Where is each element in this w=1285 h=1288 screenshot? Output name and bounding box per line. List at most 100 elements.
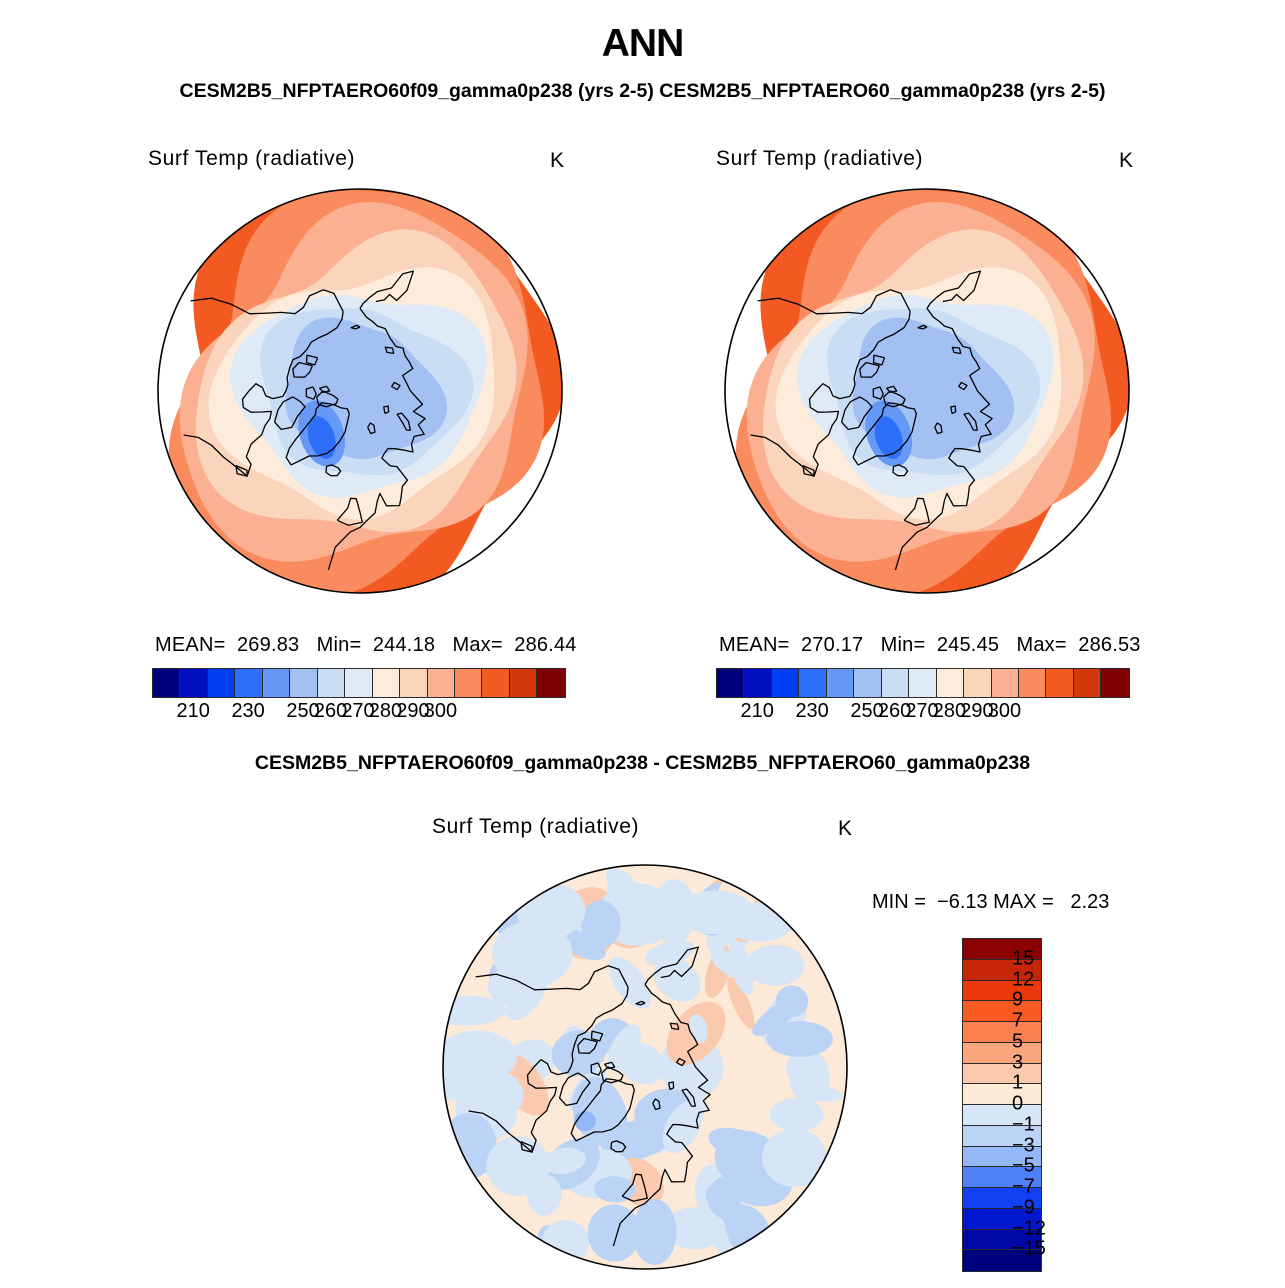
- coastline: [367, 422, 376, 435]
- panel-subtitle: CESM2B5_NFPTAERO60f09_gamma0p238 (yrs 2-…: [179, 80, 1106, 102]
- colorbar-cell: [963, 1084, 1041, 1105]
- colorbar-cell: [963, 1146, 1041, 1168]
- colorbar-tick-label: −7: [1012, 1175, 1035, 1198]
- colorbar-cell: [963, 1208, 1041, 1230]
- colorbar-cell: [345, 669, 373, 697]
- colorbar-tick-label: −1: [1012, 1113, 1035, 1136]
- colorbar-cell: [799, 669, 827, 697]
- colorbar-cell: [963, 1229, 1041, 1251]
- coastline: [604, 1061, 616, 1069]
- colorbar-cell: [744, 669, 772, 697]
- coastline: [903, 497, 930, 526]
- coastline: [612, 984, 711, 1247]
- coastline: [384, 346, 395, 355]
- coastline: [886, 385, 898, 393]
- colorbar-tick-label: 12: [1012, 968, 1035, 990]
- colorbar-cell: [963, 1063, 1041, 1085]
- colorbar-cell: [454, 669, 483, 697]
- polar-map-left: [155, 186, 565, 596]
- colorbar-tick-label: 260: [313, 700, 348, 722]
- diff-variable-label: Surf Temp (radiative): [432, 815, 640, 838]
- colorbar-tick-label: −9: [1012, 1196, 1035, 1219]
- colorbar-tick-label: −5: [1012, 1154, 1035, 1177]
- map-boundary-circle: [724, 188, 1130, 594]
- colorbar-cell: [963, 1188, 1041, 1209]
- polar-map-difference: [440, 862, 850, 1272]
- coastline: [391, 381, 401, 391]
- colorbar-tick-label: 250: [286, 700, 320, 722]
- coastline: [852, 402, 917, 466]
- coastline: [917, 324, 928, 330]
- colorbar-cell: [317, 669, 346, 697]
- coastline: [951, 346, 962, 355]
- map-boundary-circle: [442, 864, 848, 1270]
- colorbar-tick-label: 270: [341, 700, 375, 722]
- colorbar-cell: [963, 959, 1041, 981]
- coastline: [520, 1141, 533, 1153]
- colorbar-cell: [509, 669, 538, 697]
- left-unit-label: K: [550, 149, 565, 172]
- colorbar-right-ticks: 210 230 250 260 270 280 290 300: [716, 700, 1128, 726]
- coastline: [325, 464, 342, 477]
- coastline: [757, 289, 911, 315]
- coastline: [676, 1057, 686, 1067]
- colorbar-tick-label: 0: [1012, 1092, 1024, 1115]
- colorbar-cell: [537, 669, 565, 697]
- colorbar-tick-label: 290: [396, 700, 430, 722]
- colorbar-cell: [963, 1001, 1041, 1022]
- main-title: ANN: [601, 22, 685, 65]
- coastline: [958, 381, 968, 391]
- colorbar-tick-label: 3: [1012, 1051, 1024, 1073]
- colorbar-cell: [290, 669, 318, 697]
- colorbar-cell: [963, 1250, 1041, 1271]
- coastline: [601, 1066, 624, 1084]
- colorbar-cell: [854, 669, 882, 697]
- coastline: [872, 354, 886, 366]
- coastline: [859, 361, 880, 378]
- colorbar-cell: [235, 669, 263, 697]
- colorbar-tick-label: −15: [1012, 1237, 1046, 1260]
- coastline: [877, 311, 911, 343]
- coastline: [590, 1062, 602, 1076]
- colorbar-cell: [180, 669, 208, 697]
- coastline: [590, 1030, 604, 1042]
- colorbar-tick-label: 280: [368, 700, 403, 722]
- colorbar-tick-label: 260: [877, 700, 912, 722]
- coastline: [635, 1000, 646, 1006]
- coastline: [963, 412, 979, 432]
- colorbar-tick-label: 9: [1012, 988, 1024, 1011]
- coastline: [396, 412, 412, 432]
- coastline: [305, 354, 319, 366]
- coastline: [558, 1072, 591, 1107]
- colorbar-tick-label: −3: [1012, 1134, 1035, 1156]
- map-canvas: [442, 864, 848, 1270]
- coastline: [595, 987, 629, 1019]
- coastline: [305, 386, 317, 400]
- colorbar-difference: [962, 938, 1042, 1272]
- colorbar-cell: [963, 1022, 1041, 1043]
- coastline: [610, 1140, 627, 1153]
- colorbar-cell: [153, 669, 181, 697]
- right-unit-label: K: [1119, 149, 1134, 172]
- coastline: [327, 308, 426, 571]
- colorbar-cell: [262, 669, 291, 697]
- map-canvas: [157, 188, 563, 594]
- colorbar-cell: [963, 1167, 1041, 1188]
- coastline: [644, 946, 700, 985]
- coastline: [894, 308, 993, 571]
- colorbar-cell: [771, 669, 800, 697]
- coastline: [668, 1081, 675, 1091]
- colorbar-cell: [1101, 669, 1129, 697]
- coastline: [570, 1078, 635, 1142]
- colorbar-tick-label: 230: [231, 700, 265, 722]
- coastline: [316, 390, 339, 408]
- diff-unit-label: K: [838, 817, 853, 840]
- colorbar-cell: [964, 669, 992, 697]
- coastline: [621, 1173, 648, 1202]
- colorbar-cell: [881, 669, 910, 697]
- colorbar-cell: [936, 669, 965, 697]
- map-canvas: [724, 188, 1130, 594]
- coastline: [292, 361, 313, 378]
- colorbar-cell: [482, 669, 510, 697]
- colorbar-cell: [963, 1125, 1041, 1147]
